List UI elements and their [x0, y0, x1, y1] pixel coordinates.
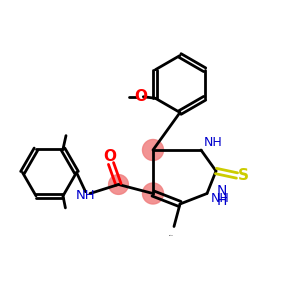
Circle shape: [142, 183, 164, 204]
Text: methyl: methyl: [169, 234, 173, 236]
Circle shape: [142, 140, 164, 160]
Text: H: H: [216, 194, 226, 208]
Text: N: N: [216, 184, 226, 198]
Text: NH: NH: [204, 136, 222, 149]
Text: NH: NH: [211, 191, 230, 205]
Text: NH: NH: [76, 189, 95, 203]
Text: S: S: [238, 168, 248, 183]
Text: O: O: [103, 149, 116, 164]
Circle shape: [109, 175, 128, 194]
Text: O: O: [134, 89, 147, 104]
